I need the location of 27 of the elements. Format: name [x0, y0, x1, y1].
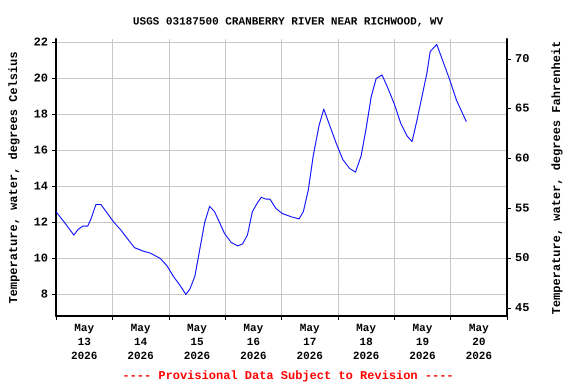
x-tick-label: May 18 2026 [352, 323, 380, 363]
x-tick-label: May 13 2026 [70, 323, 98, 363]
y-tick-label: 10 [34, 251, 48, 266]
y2-tick-label: 50 [515, 251, 530, 266]
y2-tick-label: 65 [515, 102, 530, 116]
x-tick-label: May 17 2026 [296, 323, 323, 363]
y-tick-label: 8 [40, 287, 48, 302]
y2-tick-label: 45 [515, 301, 530, 316]
y-tick-label: 20 [34, 72, 48, 86]
chart-title: USGS 03187500 CRANBERRY RIVER NEAR RICHWOOD, WV [132, 16, 444, 28]
x-tick-label: May 20 2026 [466, 323, 492, 363]
y2-tick-label: 70 [515, 52, 530, 66]
text: ---- Provisional Data Subject to Revision ---- [122, 369, 454, 383]
x-tick-label: May 15 2026 [184, 323, 210, 363]
x-tick-label: May 16 2026 [240, 323, 267, 363]
y2-tick-label: 55 [515, 201, 530, 216]
line-series [56, 44, 467, 295]
y-axis-title: Temperature, water, degrees Celsius [7, 51, 21, 304]
y-tick-label: 22 [34, 36, 48, 50]
y2-tick-label: 60 [515, 152, 530, 166]
y2-axis-title: Temperature, water, degrees Fahrenheit [550, 40, 564, 314]
y-tick-label: 18 [34, 108, 48, 122]
y-tick-label: 12 [34, 215, 48, 230]
y-tick-label: 16 [34, 144, 48, 158]
x-tick-label: May 19 2026 [409, 323, 436, 363]
y-tick-label: 14 [34, 179, 48, 194]
x-tick-label: May 14 2026 [127, 323, 154, 363]
